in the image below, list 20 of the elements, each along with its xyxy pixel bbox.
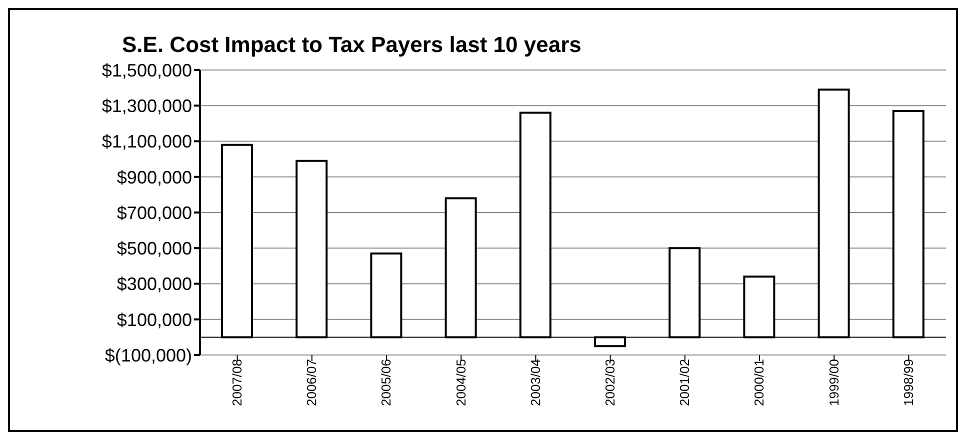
y-tick-label: $1,100,000 <box>102 132 192 152</box>
chart-title: S.E. Cost Impact to Tax Payers last 10 years <box>122 32 582 59</box>
y-tick-label: $900,000 <box>116 167 192 188</box>
y-tick-label: $(100,000) <box>104 345 192 366</box>
y-tick-label: $700,000 <box>116 202 192 223</box>
y-tick-label: $500,000 <box>116 238 192 259</box>
x-tick-label: 2001/02 <box>677 359 692 406</box>
y-tick-label: $100,000 <box>116 310 192 330</box>
x-tick-label: 2004/05 <box>453 359 468 406</box>
x-tick-label: 2006/07 <box>304 359 320 406</box>
x-tick-label: 1999/00 <box>826 359 842 406</box>
x-tick-label: 2007/08 <box>230 359 245 406</box>
x-tick-label: 1998/99 <box>900 359 916 406</box>
x-tick-label: 2005/06 <box>378 359 394 406</box>
y-tick-label: $300,000 <box>116 274 192 294</box>
y-tick-label: $1,300,000 <box>102 96 192 116</box>
x-tick-label: 2002/03 <box>602 359 618 406</box>
x-tick-label: 2003/04 <box>528 359 543 406</box>
x-tick-label: 2000/01 <box>752 359 767 406</box>
y-tick-label: $1,500,000 <box>102 60 192 80</box>
